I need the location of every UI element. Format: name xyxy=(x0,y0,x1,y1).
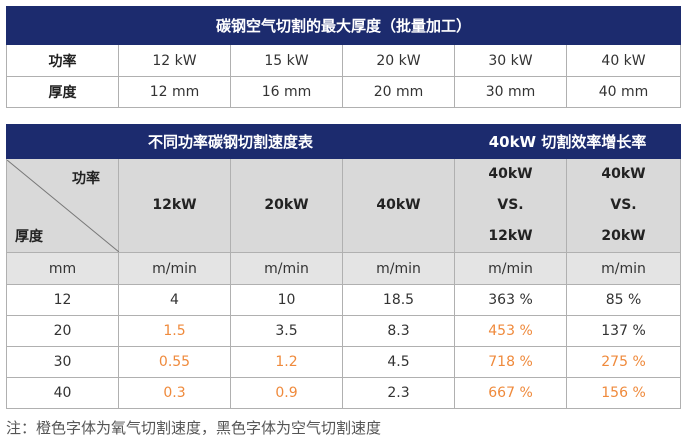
cell: 4 xyxy=(118,284,231,316)
cell: 12 xyxy=(6,284,119,316)
unit-row: mm m/min m/min m/min m/min m/min xyxy=(6,252,682,285)
row: 厚度 12 mm 16 mm 20 mm 30 mm 40 mm xyxy=(6,76,682,108)
unit: mm xyxy=(6,252,119,285)
header-line: 12kW xyxy=(488,228,533,244)
cell: 363 % xyxy=(454,284,568,316)
cell: 2.3 xyxy=(341,377,456,409)
corner-bottom: 厚度 xyxy=(15,228,43,245)
unit: m/min xyxy=(566,252,682,285)
unit: m/min xyxy=(341,252,456,285)
row: 40 0.3 0.9 2.3 667 % 156 % xyxy=(6,377,682,409)
unit: m/min xyxy=(454,252,568,285)
table-title: 40kW 切割效率增长率 xyxy=(454,124,682,159)
column-header-row: 功率厚度 12kW 20kW 40kW 40kW VS. 12kW 40kW VS. 20kW xyxy=(6,158,682,253)
cell: 18.5 xyxy=(341,284,456,316)
cell: 0.9 xyxy=(230,377,343,409)
cell: 40 xyxy=(6,377,119,409)
table-title: 不同功率碳钢切割速度表 xyxy=(5,124,456,159)
cell: 667 % xyxy=(454,377,568,409)
cell: 16 mm xyxy=(230,76,343,108)
column-header: 40kW VS. 12kW xyxy=(454,158,568,253)
cell: 0.3 xyxy=(118,377,231,409)
cell: 30 mm xyxy=(454,76,567,108)
cell: 275 % xyxy=(566,346,682,378)
header-line: 20kW xyxy=(264,197,309,213)
cell: 20 kW xyxy=(342,44,455,77)
speed-table: 不同功率碳钢切割速度表 40kW 切割效率增长率 功率 厚度 12kW 20kW 40kW 4… xyxy=(5,124,682,409)
cell: 12 kW xyxy=(118,44,231,77)
cell: 0.55 xyxy=(118,346,231,378)
header-line: 20kW xyxy=(601,228,646,244)
corner-top: 功率 xyxy=(72,170,100,187)
header-line: 12kW xyxy=(152,197,197,213)
table-title: 碳钢空气切割的最大厚度（批量加工） xyxy=(5,6,682,45)
row: 12 4 10 18.5 363 % 85 % xyxy=(6,284,682,316)
cell: 1.2 xyxy=(230,346,343,378)
cell: 1.5 xyxy=(118,315,231,347)
cell: 20 xyxy=(6,315,119,347)
note: 注：橙色字体为氧气切割速度，黑色字体为空气切割速度 xyxy=(6,419,382,437)
cell: 8.3 xyxy=(341,315,456,347)
cell: 10 xyxy=(230,284,343,316)
cell: 3.5 xyxy=(230,315,343,347)
diagonal xyxy=(7,159,119,252)
cell: 30 xyxy=(6,346,119,378)
column-header: 12kW xyxy=(118,158,231,253)
cell: 156 % xyxy=(566,377,682,409)
row: 30 0.55 1.2 4.5 718 % 275 % xyxy=(6,346,682,378)
title-row: 碳钢空气切割的最大厚度（批量加工） xyxy=(5,6,682,45)
cell: 4.5 xyxy=(341,346,456,378)
cell: 40 kW xyxy=(565,44,682,77)
row-header: 功率 xyxy=(6,44,119,77)
cell: 40 mm xyxy=(565,76,682,108)
max-thickness-table: 碳钢空气切割的最大厚度（批量加工） 功率 12 kW 15 kW 20 kW 30 kW 4… xyxy=(5,6,682,108)
column-header: 40kW xyxy=(341,158,456,253)
cell: 85 % xyxy=(566,284,682,316)
corner-cell: 功率厚度 xyxy=(6,158,119,253)
cell: 12 mm xyxy=(118,76,231,108)
unit: m/min xyxy=(230,252,343,285)
column-header: 40kW VS. 20kW xyxy=(566,158,682,253)
cell: 30 kW xyxy=(454,44,567,77)
row: 20 1.5 3.5 8.3 453 % 137 % xyxy=(6,315,682,347)
title-row: 不同功率碳钢切割速度表 40kW 切割效率增长率 xyxy=(5,124,682,159)
header-line: 40kW xyxy=(488,166,533,182)
cell: 453 % xyxy=(454,315,568,347)
row: 功率 12 kW 15 kW 20 kW 30 kW 40 kW xyxy=(6,44,682,77)
header-line: VS. xyxy=(497,197,524,213)
cell: 15 kW xyxy=(230,44,343,77)
header-line: 40kW xyxy=(601,166,646,182)
header-line: VS. xyxy=(610,197,637,213)
cell: 718 % xyxy=(454,346,568,378)
row-header: 厚度 xyxy=(6,76,119,108)
cell: 20 mm xyxy=(342,76,455,108)
column-header: 20kW xyxy=(230,158,343,253)
unit: m/min xyxy=(118,252,231,285)
cell: 137 % xyxy=(566,315,682,347)
header-line: 40kW xyxy=(376,197,421,213)
